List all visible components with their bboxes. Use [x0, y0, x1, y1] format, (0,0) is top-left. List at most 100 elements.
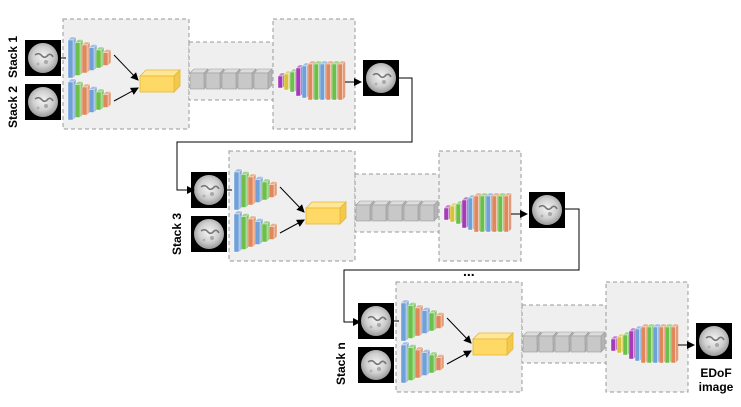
residual-block	[538, 335, 554, 353]
moon-crater	[36, 62, 40, 66]
decoder-layer	[503, 192, 512, 233]
conv-layer	[102, 49, 112, 66]
residual-block	[237, 72, 253, 90]
conv-layer	[102, 91, 112, 108]
stage-output-image	[529, 192, 565, 228]
merge-arrow-bottom	[113, 87, 139, 102]
residual-block	[419, 204, 435, 222]
stage-output-image	[363, 60, 399, 96]
bottleneck-block	[305, 201, 347, 225]
moon-disc	[361, 306, 391, 336]
stage-1	[25, 18, 399, 130]
moon-disc	[699, 326, 729, 356]
moon-crater	[548, 212, 552, 216]
conv-layer	[268, 181, 278, 198]
residual-block	[522, 335, 538, 353]
moon-crater	[374, 82, 378, 86]
merge-arrow-bottom	[279, 219, 305, 234]
residual-block	[371, 204, 387, 222]
moon-crater	[200, 184, 220, 191]
moon-crater	[369, 325, 373, 329]
conv-layer	[414, 346, 424, 379]
moon-crater	[372, 72, 392, 79]
input-image-bottom	[358, 347, 394, 383]
conv-layer	[435, 312, 445, 329]
stage-n	[358, 281, 732, 393]
residual-block	[253, 72, 269, 90]
residual-block	[570, 335, 586, 353]
edof-output-image	[696, 323, 732, 359]
stack3-label: Stack 3	[170, 213, 184, 255]
conv-layer	[428, 351, 438, 374]
stage-content	[191, 168, 565, 253]
moon-crater	[715, 343, 719, 347]
moon-crater	[202, 194, 206, 198]
residual-block	[355, 204, 371, 222]
conv-layer	[400, 341, 410, 384]
input-image-bottom	[25, 84, 61, 120]
residual-chain	[522, 331, 606, 353]
moon-crater	[705, 335, 725, 342]
residual-chain	[189, 68, 273, 90]
connector-stage1-to-stage3	[176, 77, 413, 194]
moon-crater	[369, 369, 373, 373]
moon-disc	[28, 87, 58, 117]
input-image-top	[25, 40, 61, 76]
residual-block	[403, 204, 419, 222]
stage-content	[25, 36, 399, 121]
residual-block	[387, 204, 403, 222]
conv-layer	[407, 302, 417, 339]
moon-crater	[382, 80, 386, 84]
moon-crater	[367, 359, 387, 366]
residual-chain	[355, 200, 439, 222]
stage-3	[191, 150, 565, 262]
residual-block	[554, 335, 570, 353]
moon-disc	[194, 219, 224, 249]
stack1-label: Stack 1	[6, 36, 20, 78]
moon-crater	[707, 345, 711, 349]
bottleneck-block	[139, 69, 181, 93]
moon-disc	[28, 43, 58, 73]
conv-layer	[261, 220, 271, 243]
conv-layer	[421, 349, 431, 376]
moon-crater	[44, 104, 48, 108]
merge-arrow-bottom	[446, 350, 472, 365]
moon-crater	[377, 367, 381, 371]
moon-crater	[34, 52, 54, 59]
moon-crater	[200, 228, 220, 235]
conv-layer	[421, 307, 431, 334]
input-image-top	[191, 172, 227, 208]
moon-crater	[540, 214, 544, 218]
moon-disc	[194, 175, 224, 205]
moon-disc	[532, 195, 562, 225]
merge-arrow-top	[113, 54, 139, 81]
conv-layer	[428, 309, 438, 332]
residual-block	[221, 72, 237, 90]
conv-layer	[435, 354, 445, 371]
conv-layer	[414, 304, 424, 337]
merge-arrow-top	[446, 317, 472, 344]
merge-arrow-top	[279, 186, 305, 213]
conv-layer	[268, 223, 278, 240]
moon-crater	[210, 236, 214, 240]
stackn-label: Stack n	[334, 342, 348, 385]
residual-block	[205, 72, 221, 90]
edof-label-line1: EDoF	[700, 366, 731, 380]
stack2-label: Stack 2	[6, 86, 20, 128]
moon-crater	[210, 192, 214, 196]
stage-content	[358, 299, 732, 384]
ellipsis-label: ...	[463, 263, 475, 279]
moon-crater	[34, 96, 54, 103]
input-image-top	[358, 303, 394, 339]
conv-layer	[407, 344, 417, 381]
moon-crater	[538, 204, 558, 211]
conv-layer	[400, 299, 410, 342]
moon-crater	[202, 238, 206, 242]
conv-layer	[261, 178, 271, 201]
edof-label-line2: image	[699, 380, 734, 394]
moon-disc	[361, 350, 391, 380]
input-image-bottom	[191, 216, 227, 252]
residual-block	[586, 335, 602, 353]
conv-layer	[254, 176, 264, 203]
